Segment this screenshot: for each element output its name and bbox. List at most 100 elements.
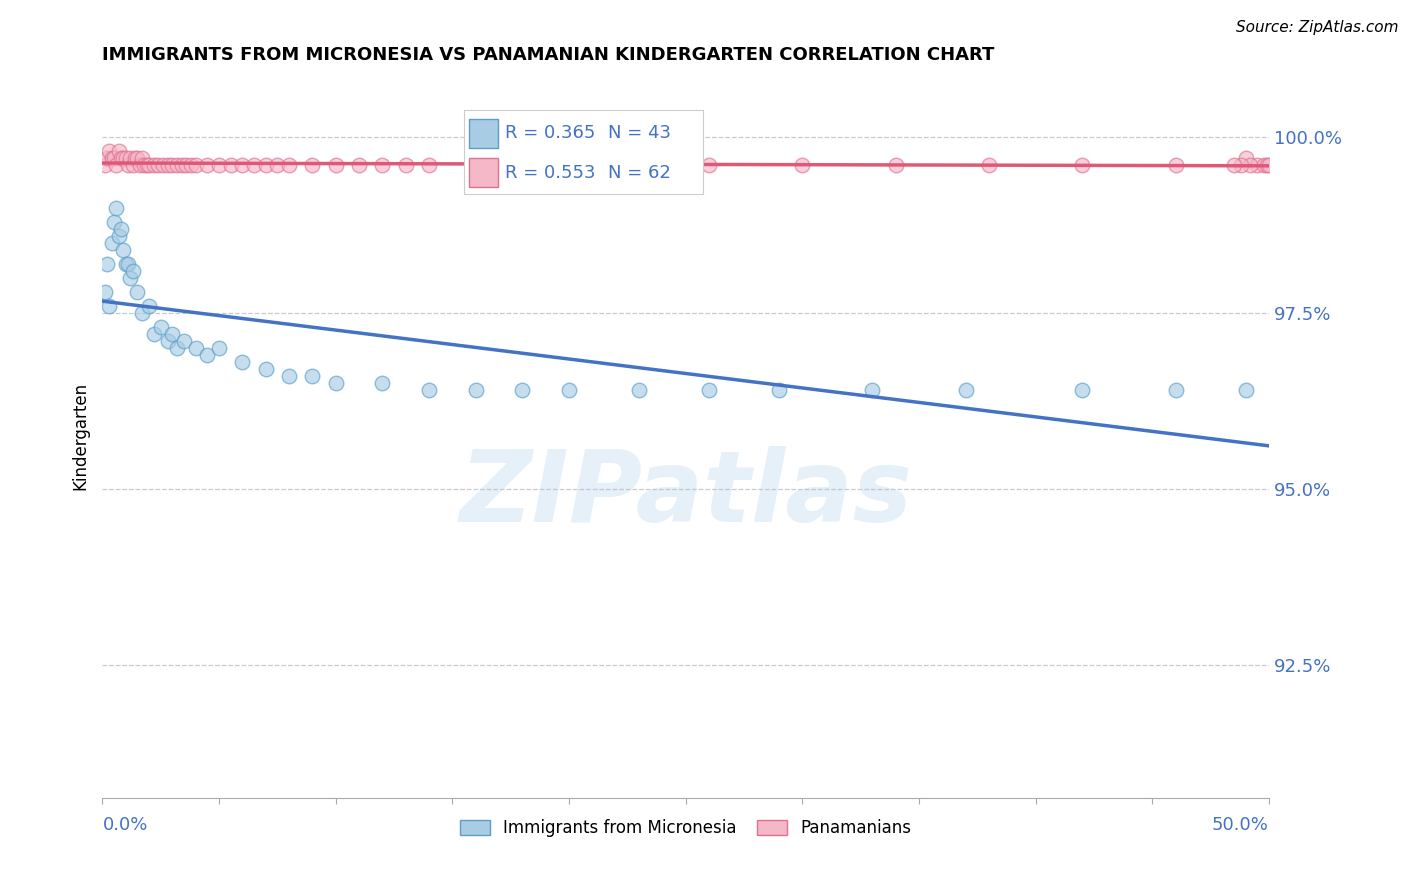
Point bbox=[131, 306, 153, 320]
Point bbox=[512, 384, 534, 398]
Point bbox=[114, 152, 136, 166]
Point bbox=[170, 159, 193, 173]
Point bbox=[860, 384, 883, 398]
Point bbox=[231, 159, 253, 173]
Point bbox=[134, 159, 156, 173]
Point bbox=[131, 152, 153, 166]
Point bbox=[149, 320, 172, 334]
Point bbox=[1164, 384, 1187, 398]
Point bbox=[110, 152, 132, 166]
Point bbox=[96, 257, 118, 271]
Point bbox=[94, 285, 117, 299]
Point bbox=[120, 152, 142, 166]
Point bbox=[1071, 159, 1094, 173]
Point bbox=[395, 159, 418, 173]
Point bbox=[107, 228, 129, 243]
Point bbox=[1164, 159, 1187, 173]
Point bbox=[792, 159, 814, 173]
Point bbox=[156, 159, 179, 173]
Point bbox=[197, 159, 219, 173]
Text: 0.0%: 0.0% bbox=[103, 816, 148, 834]
Point bbox=[121, 159, 143, 173]
Point bbox=[254, 159, 277, 173]
Point bbox=[103, 215, 125, 229]
Point bbox=[1258, 159, 1281, 173]
Point bbox=[94, 159, 117, 173]
Point bbox=[138, 159, 160, 173]
Point bbox=[558, 384, 581, 398]
Point bbox=[184, 159, 207, 173]
Point bbox=[243, 159, 266, 173]
Point bbox=[371, 159, 394, 173]
Point bbox=[162, 327, 184, 342]
Point bbox=[278, 159, 301, 173]
Point bbox=[105, 201, 128, 215]
Point bbox=[301, 159, 323, 173]
Text: 50.0%: 50.0% bbox=[1212, 816, 1270, 834]
Point bbox=[124, 152, 146, 166]
Point bbox=[464, 159, 486, 173]
Point bbox=[254, 362, 277, 376]
Point bbox=[884, 159, 907, 173]
Point bbox=[697, 384, 720, 398]
Point bbox=[278, 369, 301, 384]
Point bbox=[347, 159, 370, 173]
Point bbox=[98, 299, 121, 313]
Point bbox=[301, 369, 323, 384]
Point bbox=[1256, 159, 1278, 173]
Point bbox=[117, 257, 139, 271]
Point bbox=[156, 334, 179, 349]
Point bbox=[697, 159, 720, 173]
Point bbox=[100, 152, 122, 166]
Point bbox=[1253, 159, 1275, 173]
Point bbox=[1071, 384, 1094, 398]
Point bbox=[627, 159, 650, 173]
Point bbox=[325, 376, 347, 391]
Point bbox=[558, 159, 581, 173]
Point bbox=[180, 159, 202, 173]
Point bbox=[184, 341, 207, 355]
Point bbox=[1223, 159, 1246, 173]
Point bbox=[768, 384, 790, 398]
Point bbox=[176, 159, 198, 173]
Point bbox=[117, 159, 139, 173]
Point bbox=[197, 348, 219, 362]
Point bbox=[112, 243, 135, 257]
Text: ZIPatlas: ZIPatlas bbox=[460, 445, 912, 542]
Point bbox=[162, 159, 184, 173]
Point bbox=[135, 159, 157, 173]
Point bbox=[266, 159, 288, 173]
Point bbox=[166, 341, 188, 355]
Point bbox=[107, 145, 129, 159]
Point bbox=[1234, 384, 1257, 398]
Point bbox=[105, 159, 128, 173]
Point bbox=[110, 221, 132, 235]
Point bbox=[977, 159, 1000, 173]
Point bbox=[166, 159, 188, 173]
Point bbox=[114, 257, 136, 271]
Point bbox=[152, 159, 174, 173]
Point bbox=[464, 384, 486, 398]
Point bbox=[121, 264, 143, 278]
Point bbox=[955, 384, 977, 398]
Point bbox=[1239, 159, 1261, 173]
Point bbox=[325, 159, 347, 173]
Point bbox=[1246, 159, 1268, 173]
Point bbox=[128, 159, 150, 173]
Point bbox=[1234, 152, 1257, 166]
Point bbox=[512, 159, 534, 173]
Point bbox=[142, 159, 165, 173]
Point bbox=[96, 152, 118, 166]
Point bbox=[418, 159, 440, 173]
Point bbox=[98, 145, 121, 159]
Legend: Immigrants from Micronesia, Panamanians: Immigrants from Micronesia, Panamanians bbox=[453, 813, 918, 844]
Point bbox=[371, 376, 394, 391]
Point bbox=[231, 355, 253, 369]
Text: IMMIGRANTS FROM MICRONESIA VS PANAMANIAN KINDERGARTEN CORRELATION CHART: IMMIGRANTS FROM MICRONESIA VS PANAMANIAN… bbox=[103, 46, 995, 64]
Point bbox=[1230, 159, 1253, 173]
Text: Source: ZipAtlas.com: Source: ZipAtlas.com bbox=[1236, 20, 1399, 35]
Point bbox=[148, 159, 170, 173]
Point bbox=[173, 334, 195, 349]
Point bbox=[103, 152, 125, 166]
Point bbox=[100, 235, 122, 250]
